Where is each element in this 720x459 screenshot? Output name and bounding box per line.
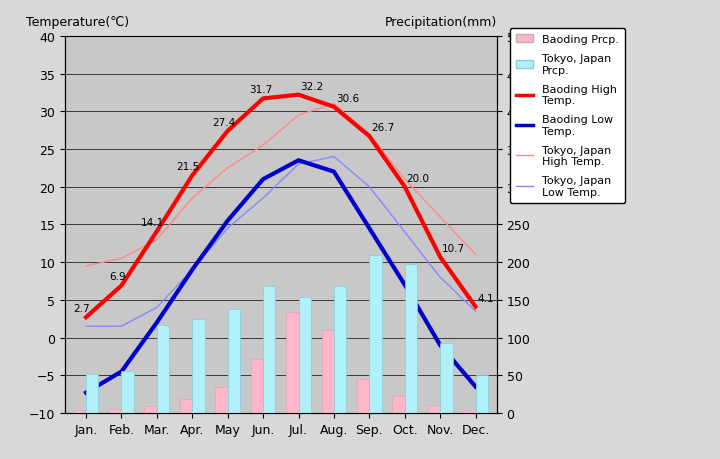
Text: 4.1: 4.1 xyxy=(477,293,494,303)
Bar xyxy=(251,359,263,413)
Bar xyxy=(392,397,405,413)
Bar xyxy=(263,286,276,413)
Bar xyxy=(322,330,334,413)
Text: 31.7: 31.7 xyxy=(249,85,272,95)
Bar xyxy=(405,264,417,413)
Text: 2.7: 2.7 xyxy=(73,303,90,313)
Bar xyxy=(73,410,86,413)
Legend: Baoding Prcp., Tokyo, Japan
Prcp., Baoding High
Temp., Baoding Low
Temp., Tokyo,: Baoding Prcp., Tokyo, Japan Prcp., Baodi… xyxy=(510,28,625,204)
Bar xyxy=(428,406,440,413)
Bar xyxy=(286,312,299,413)
Text: 32.2: 32.2 xyxy=(300,81,323,91)
Text: 20.0: 20.0 xyxy=(407,173,430,183)
Bar xyxy=(475,375,488,413)
Text: Precipitation(mm): Precipitation(mm) xyxy=(384,16,497,29)
Text: 30.6: 30.6 xyxy=(336,94,359,103)
Text: Temperature(℃): Temperature(℃) xyxy=(26,16,129,29)
Bar xyxy=(145,406,157,413)
Bar xyxy=(299,297,311,413)
Bar xyxy=(192,319,204,413)
Bar xyxy=(440,343,453,413)
Bar xyxy=(369,255,382,413)
Text: 10.7: 10.7 xyxy=(442,243,465,253)
Bar xyxy=(109,409,122,413)
Bar xyxy=(228,309,240,413)
Text: 14.1: 14.1 xyxy=(141,218,164,228)
Bar xyxy=(334,286,346,413)
Bar xyxy=(215,387,228,413)
Text: 21.5: 21.5 xyxy=(176,162,199,172)
Text: 26.7: 26.7 xyxy=(371,123,395,133)
Text: 27.4: 27.4 xyxy=(212,118,235,128)
Bar xyxy=(122,371,134,413)
Bar xyxy=(463,410,475,413)
Bar xyxy=(357,379,369,413)
Bar xyxy=(86,374,99,413)
Text: 6.9: 6.9 xyxy=(109,272,126,282)
Bar xyxy=(157,325,169,413)
Bar xyxy=(180,399,192,413)
